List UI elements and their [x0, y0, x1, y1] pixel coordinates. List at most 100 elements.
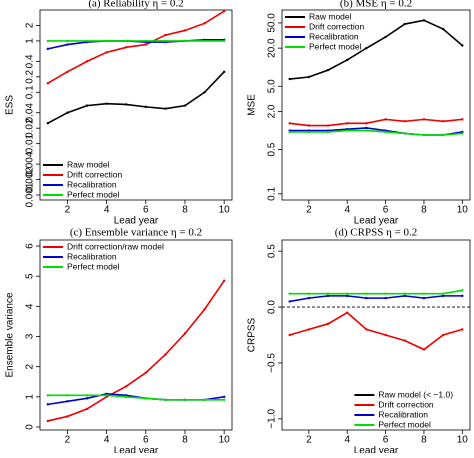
legend-label: Perfect model — [67, 189, 120, 199]
data-point — [422, 292, 426, 295]
data-point — [144, 43, 147, 46]
data-point — [326, 68, 330, 72]
data-point — [441, 292, 445, 295]
legend-label: Raw model (< −1.0) — [378, 389, 453, 399]
data-point — [144, 39, 147, 43]
x-tick-label: 6 — [383, 205, 389, 216]
data-point — [85, 397, 89, 400]
series-line — [289, 129, 463, 136]
plot-frame — [39, 9, 233, 201]
data-point — [203, 91, 206, 94]
y-axis-label: Ensemble variance — [5, 292, 16, 377]
data-point — [461, 289, 464, 292]
x-tick-label: 4 — [344, 205, 350, 216]
data-point — [422, 296, 426, 300]
y-tick-label: 50.0 — [267, 13, 278, 33]
data-point — [164, 107, 167, 110]
data-point — [384, 292, 387, 295]
data-point — [365, 126, 368, 130]
data-point — [203, 22, 206, 25]
data-point — [326, 130, 330, 134]
y-axis-label: CRPSS — [247, 317, 258, 352]
data-point — [346, 294, 349, 298]
data-point — [441, 133, 445, 137]
data-point — [365, 129, 368, 132]
data-point — [66, 415, 69, 418]
series-line — [289, 311, 463, 351]
y-tick-label: 0.4 — [25, 54, 36, 68]
y-tick-label: 0.01 — [25, 133, 36, 153]
data-point — [46, 122, 50, 125]
data-point — [441, 27, 445, 31]
x-tick-label: 4 — [104, 435, 110, 446]
legend-label: Recalibration — [67, 179, 117, 189]
y-tick-label: 0.0 — [267, 300, 278, 314]
data-point — [164, 33, 167, 37]
data-point — [403, 22, 406, 26]
x-tick-label: 6 — [383, 435, 389, 446]
data-point — [307, 124, 311, 127]
x-tick-label: 6 — [143, 435, 149, 446]
data-point — [46, 403, 50, 406]
y-tick-label: 2 — [25, 22, 36, 28]
plot-frame — [281, 9, 471, 201]
y-tick-label: 0.5 — [267, 244, 278, 258]
data-point — [183, 332, 187, 335]
y-tick-label: 4 — [25, 303, 36, 309]
legend-label: Drift correction — [378, 399, 434, 409]
data-point — [66, 400, 69, 403]
data-point — [346, 311, 349, 314]
data-point — [222, 70, 226, 74]
legend: Drift correction/raw modelRecalibrationP… — [43, 241, 164, 271]
legend-label: Recalibration — [67, 251, 117, 261]
plot-frame — [39, 239, 233, 431]
data-point — [307, 75, 311, 79]
series-line — [47, 280, 225, 422]
data-point — [66, 43, 69, 46]
y-tick-label: 0.5 — [267, 142, 278, 156]
data-point — [66, 394, 69, 397]
data-point — [288, 333, 291, 337]
data-point — [288, 122, 291, 125]
x-tick-label: 2 — [306, 205, 312, 216]
series-line — [47, 394, 225, 401]
x-tick-label: 10 — [457, 205, 469, 216]
data-point — [384, 333, 387, 337]
data-point — [384, 118, 387, 121]
data-point — [461, 132, 464, 135]
data-point — [346, 129, 349, 132]
data-point — [441, 294, 445, 298]
x-tick-label: 10 — [457, 435, 469, 446]
series-line — [289, 295, 463, 303]
data-point — [326, 322, 330, 326]
legend-label: Perfect model — [378, 419, 431, 429]
series-line — [289, 118, 463, 127]
data-point — [384, 35, 387, 39]
data-point — [125, 395, 128, 399]
data-point — [461, 328, 464, 331]
data-point — [422, 118, 426, 121]
data-point — [144, 397, 147, 400]
x-tick-label: 8 — [421, 205, 427, 216]
data-point — [105, 51, 108, 54]
data-point — [222, 279, 226, 282]
y-tick-label: 0.004 — [25, 151, 36, 176]
x-tick-label: 8 — [182, 205, 188, 216]
panel-title: (a) Reliability η = 0.2 — [88, 0, 183, 10]
data-point — [403, 339, 406, 342]
x-axis-label: Lead year — [114, 216, 159, 227]
data-point — [46, 82, 50, 85]
y-tick-label: 0.02 — [25, 118, 36, 138]
data-point — [125, 103, 128, 106]
data-point — [46, 39, 50, 43]
x-tick-label: 2 — [65, 205, 71, 216]
data-point — [203, 308, 206, 311]
data-point — [365, 328, 368, 331]
y-tick-label: 0.002 — [25, 167, 36, 192]
data-point — [326, 292, 330, 295]
data-point — [461, 44, 464, 47]
data-point — [125, 385, 128, 388]
data-point — [66, 70, 69, 74]
y-axis-label: MSE — [247, 94, 258, 116]
